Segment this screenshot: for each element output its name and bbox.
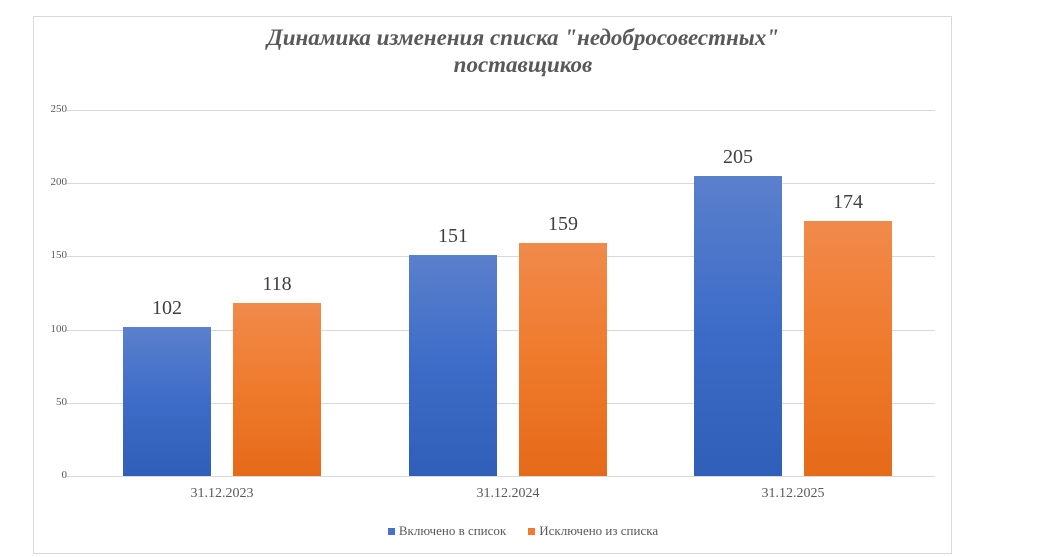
chart-title: Динамика изменения списка "недобросовест… bbox=[0, 24, 1046, 78]
legend-swatch-blue-icon bbox=[387, 527, 395, 535]
chart-legend: Включено в список Исключено из списка bbox=[0, 523, 1046, 539]
bar-excluded-31.12.2023[interactable] bbox=[233, 303, 321, 476]
y-tick-label: 200 bbox=[50, 176, 68, 188]
y-tick-label: 50 bbox=[56, 396, 67, 408]
x-tick-label: 31.12.2023 bbox=[190, 486, 254, 501]
bar-included-31.12.2023[interactable] bbox=[123, 326, 211, 476]
gridline bbox=[66, 183, 935, 184]
data-label: 159 bbox=[548, 213, 578, 236]
bar-excluded-31.12.2025[interactable] bbox=[804, 221, 892, 476]
data-label: 151 bbox=[438, 224, 468, 247]
y-tick-label: 100 bbox=[50, 323, 68, 335]
gridline bbox=[66, 110, 935, 111]
data-label: 102 bbox=[152, 296, 182, 319]
bar-excluded-31.12.2024[interactable] bbox=[519, 243, 607, 476]
gridline bbox=[66, 330, 935, 331]
y-tick-label: 250 bbox=[50, 103, 68, 115]
gridline bbox=[66, 403, 935, 404]
bar-included-31.12.2025[interactable] bbox=[694, 175, 782, 476]
legend-label-included: Включено в список bbox=[398, 523, 507, 538]
data-label: 174 bbox=[833, 191, 863, 214]
legend-item-excluded[interactable]: Исключено из списка bbox=[528, 523, 658, 539]
data-label: 205 bbox=[723, 145, 753, 168]
gridline bbox=[66, 256, 935, 257]
legend-swatch-orange-icon bbox=[528, 527, 536, 535]
legend-label-excluded: Исключено из списка bbox=[539, 523, 659, 538]
y-tick-label: 150 bbox=[50, 249, 68, 261]
data-label: 118 bbox=[262, 273, 292, 296]
legend-item-included[interactable]: Включено в список bbox=[387, 523, 507, 539]
chart-title-line-2: поставщиков bbox=[453, 52, 593, 77]
gridline bbox=[66, 476, 935, 477]
bar-included-31.12.2024[interactable] bbox=[409, 254, 497, 476]
x-tick-label: 31.12.2025 bbox=[761, 486, 825, 501]
x-tick-label: 31.12.2024 bbox=[476, 486, 540, 501]
y-tick-label: 0 bbox=[61, 469, 68, 481]
chart-title-line-1: Динамика изменения списка "недобросовест… bbox=[267, 25, 779, 50]
